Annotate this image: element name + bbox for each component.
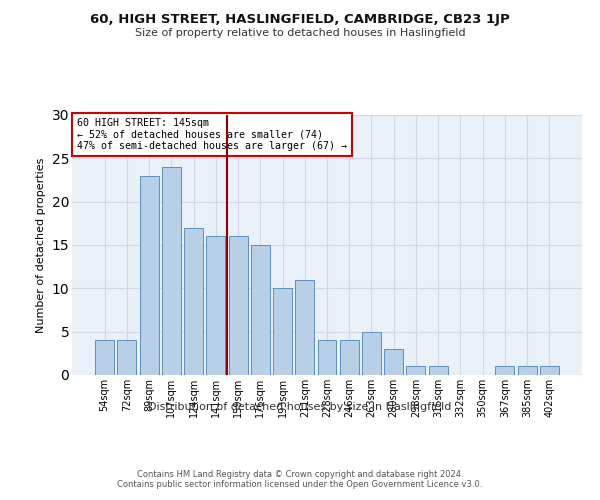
Bar [118, 340, 136, 375]
Bar [206, 236, 225, 375]
Bar [184, 228, 203, 375]
Y-axis label: Number of detached properties: Number of detached properties [36, 158, 46, 332]
Bar [251, 245, 270, 375]
Bar [384, 349, 403, 375]
Bar [540, 366, 559, 375]
Bar [406, 366, 425, 375]
Bar [340, 340, 359, 375]
Bar [496, 366, 514, 375]
Text: Size of property relative to detached houses in Haslingfield: Size of property relative to detached ho… [134, 28, 466, 38]
Bar [162, 167, 181, 375]
Bar [362, 332, 381, 375]
Bar [295, 280, 314, 375]
Text: Contains HM Land Registry data © Crown copyright and database right 2024.: Contains HM Land Registry data © Crown c… [137, 470, 463, 479]
Text: Contains public sector information licensed under the Open Government Licence v3: Contains public sector information licen… [118, 480, 482, 489]
Bar [518, 366, 536, 375]
Bar [273, 288, 292, 375]
Text: 60, HIGH STREET, HASLINGFIELD, CAMBRIDGE, CB23 1JP: 60, HIGH STREET, HASLINGFIELD, CAMBRIDGE… [90, 12, 510, 26]
Bar [95, 340, 114, 375]
Text: Distribution of detached houses by size in Haslingfield: Distribution of detached houses by size … [148, 402, 452, 412]
Bar [317, 340, 337, 375]
Bar [429, 366, 448, 375]
Bar [229, 236, 248, 375]
Text: 60 HIGH STREET: 145sqm
← 52% of detached houses are smaller (74)
47% of semi-det: 60 HIGH STREET: 145sqm ← 52% of detached… [77, 118, 347, 151]
Bar [140, 176, 158, 375]
